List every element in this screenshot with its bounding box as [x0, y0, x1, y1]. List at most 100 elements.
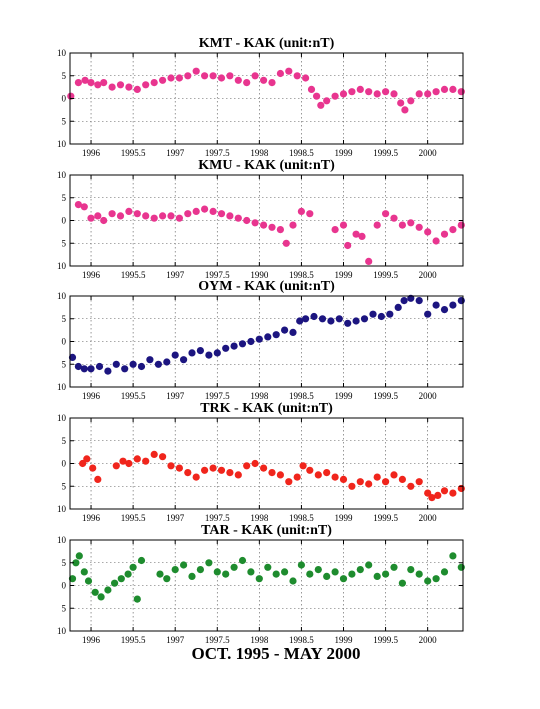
data-point [171, 351, 179, 359]
data-point [119, 457, 127, 465]
data-point [171, 566, 179, 574]
data-point [124, 570, 132, 578]
data-point [121, 365, 129, 373]
data-point [432, 237, 440, 245]
x-tick-label: 1995.5 [121, 513, 146, 523]
data-point [243, 79, 251, 87]
data-point [289, 221, 297, 229]
data-point [397, 99, 405, 107]
data-point [226, 212, 234, 220]
data-point [260, 221, 268, 229]
data-point [352, 317, 360, 325]
data-point [159, 212, 167, 220]
data-point [373, 572, 381, 581]
data-point [117, 575, 125, 583]
data-point [116, 81, 125, 89]
data-point [268, 223, 276, 231]
data-point [112, 360, 120, 368]
y-tick-label: 5 [62, 359, 67, 369]
data-point [285, 67, 293, 75]
data-point [108, 83, 116, 91]
data-point [268, 79, 276, 87]
data-point [243, 216, 251, 225]
data-point [260, 464, 268, 472]
data-point [289, 328, 297, 336]
data-point [247, 568, 255, 576]
data-point [390, 214, 398, 222]
data-point [348, 482, 356, 490]
data-point [80, 568, 88, 576]
x-tick-label: 1997.5 [205, 391, 230, 401]
data-point [83, 455, 91, 463]
data-point [407, 566, 415, 574]
x-tick-label: 1999.5 [373, 391, 398, 401]
data-point [293, 72, 301, 80]
data-point [365, 88, 373, 96]
data-point [432, 301, 440, 309]
data-point [276, 471, 284, 479]
data-point [95, 362, 104, 371]
data-point [358, 232, 366, 240]
data-point [163, 575, 171, 583]
data-point [401, 106, 409, 114]
data-point [398, 475, 406, 483]
data-point [331, 473, 339, 481]
x-tick-label: 2000 [419, 148, 438, 158]
data-point [72, 559, 80, 567]
data-point [196, 566, 204, 574]
data-point [344, 241, 352, 250]
data-point [299, 462, 307, 470]
data-point [68, 353, 77, 361]
y-tick-label: 10 [57, 291, 67, 301]
data-point [167, 74, 175, 82]
data-point [440, 487, 449, 495]
data-point [331, 226, 339, 234]
data-point [276, 226, 284, 234]
data-point [373, 473, 381, 481]
data-point [167, 462, 175, 470]
data-point [289, 577, 297, 585]
data-point [382, 88, 390, 96]
x-tick-label: 1997.5 [205, 513, 230, 523]
data-point [293, 473, 301, 481]
x-tick-label: 1995.5 [121, 270, 146, 280]
data-point [428, 494, 436, 502]
y-tick-label: 5 [62, 193, 67, 203]
data-point [243, 462, 251, 470]
data-point [415, 90, 423, 98]
data-point [360, 315, 369, 323]
data-point [440, 306, 449, 314]
y-tick-label: 10 [57, 535, 67, 545]
data-point [234, 471, 242, 479]
x-tick-label: 1999 [335, 148, 354, 158]
data-point [112, 462, 120, 470]
data-point [201, 72, 209, 80]
data-point [297, 561, 305, 569]
data-point [251, 219, 259, 227]
data-point [125, 459, 133, 468]
data-point [382, 570, 390, 578]
x-tick-label: 1990 [250, 270, 269, 280]
data-point [217, 74, 226, 82]
data-point [167, 212, 175, 220]
data-point [100, 79, 108, 87]
chart-panel-2: 1996 1995.5 1997 1997.5 1990 1998.5 1999 1999.5… [57, 158, 465, 280]
data-point [394, 303, 402, 311]
data-point [108, 210, 116, 218]
chart-panel-5: 1996 1995.5 1997 1997.5 1998 1998.5 1999 1999.5… [57, 523, 465, 645]
data-point [80, 203, 88, 211]
y-tick-label: 0 [62, 581, 67, 591]
y-tick-label: 10 [57, 382, 67, 392]
data-point [352, 230, 360, 238]
x-tick-label: 1997.5 [205, 148, 230, 158]
data-point [196, 347, 204, 355]
data-point [159, 76, 167, 84]
data-point [217, 466, 226, 474]
data-point [234, 76, 242, 84]
data-point [457, 88, 465, 96]
data-point [100, 216, 108, 225]
data-point [260, 76, 268, 84]
data-point [390, 471, 398, 479]
data-point [94, 81, 102, 89]
